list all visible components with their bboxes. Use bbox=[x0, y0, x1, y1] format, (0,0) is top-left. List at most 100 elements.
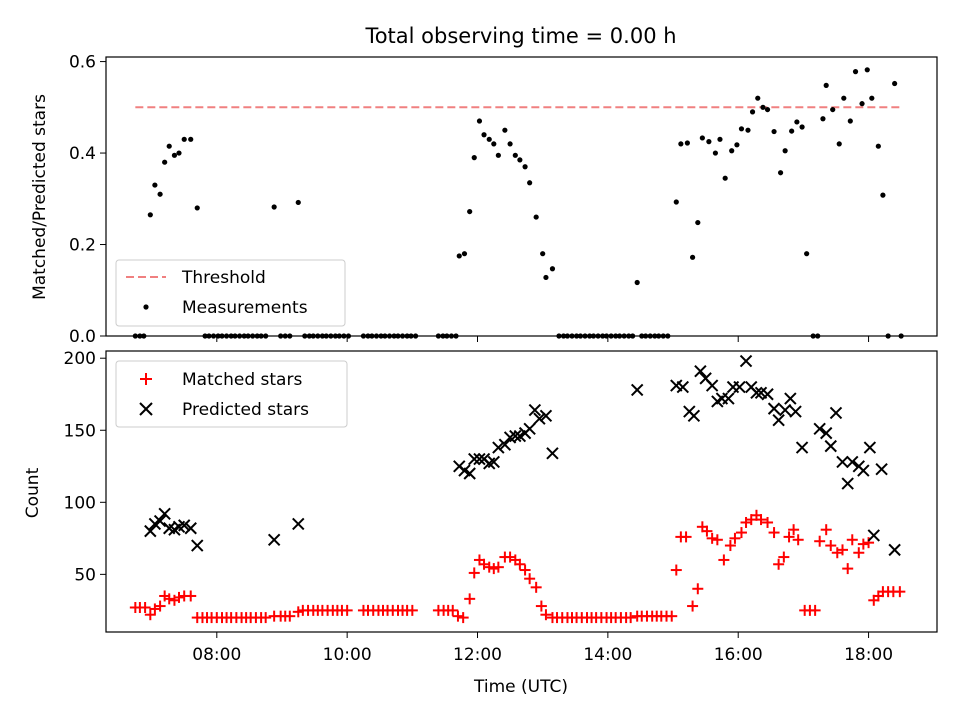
predicted-stars-point bbox=[468, 452, 481, 466]
measurements-point bbox=[852, 69, 859, 75]
predicted-stars-point bbox=[546, 447, 559, 460]
measurements-point bbox=[684, 140, 690, 146]
matched-stars-point bbox=[687, 600, 699, 612]
predicted-stars-point bbox=[694, 364, 707, 378]
matched-stars-point bbox=[724, 540, 736, 552]
predicted-stars-point bbox=[705, 379, 719, 392]
bottom-axes: 50 100 150 200 08:00 10:00 12:00 14:00 16:00 18:0… bbox=[64, 349, 894, 665]
measurements-point bbox=[782, 148, 788, 154]
measurements-point bbox=[634, 279, 640, 286]
measurements-point bbox=[841, 95, 847, 101]
chart-title: Total observing time = 0.00 h bbox=[364, 24, 676, 48]
measurements-point bbox=[486, 136, 492, 142]
bottom-legend: Matched stars Predicted stars bbox=[115, 360, 348, 428]
top-legend: Threshold Measurements bbox=[115, 259, 346, 327]
predicted-stars-point bbox=[813, 422, 826, 436]
matched-stars-point bbox=[284, 610, 296, 622]
measurements-point bbox=[549, 266, 556, 272]
measurements-point bbox=[162, 159, 168, 165]
top-y-tick-label: 0.4 bbox=[69, 144, 96, 164]
matched-stars-point bbox=[680, 531, 692, 543]
measurements-point bbox=[188, 136, 194, 142]
matched-stars-point bbox=[809, 604, 821, 616]
legend-threshold-label: Threshold bbox=[181, 268, 266, 288]
measurements-point bbox=[749, 109, 756, 115]
matched-stars-point bbox=[540, 609, 552, 621]
bottom-panel-frame bbox=[105, 350, 938, 633]
measurements-point bbox=[157, 191, 163, 197]
predicted-stars-point bbox=[533, 412, 546, 425]
predicted-stars-point bbox=[144, 524, 157, 538]
bottom-x-tick-label: 12:00 bbox=[453, 645, 502, 665]
measurements-point bbox=[467, 208, 473, 215]
measurements-point bbox=[476, 118, 483, 124]
matched-stars-point bbox=[163, 593, 175, 605]
predicted-stars-point bbox=[888, 543, 901, 557]
matched-stars-point bbox=[792, 534, 804, 546]
matched-stars-point bbox=[535, 600, 547, 612]
bottom-y-tick-label: 200 bbox=[64, 349, 96, 369]
predicted-stars-point bbox=[857, 464, 870, 477]
matched-stars-point bbox=[260, 612, 272, 624]
predicted-stars-point bbox=[761, 388, 774, 401]
matched-stars-point bbox=[447, 604, 459, 616]
measurements-point bbox=[543, 274, 549, 281]
predicted-stars-point bbox=[846, 455, 859, 469]
measurements-point bbox=[869, 95, 875, 101]
measurements-point bbox=[527, 180, 533, 186]
predicted-stars-point bbox=[492, 441, 505, 454]
bottom-y-tick-label: 50 bbox=[74, 565, 96, 585]
predicted-stars-point bbox=[463, 467, 476, 480]
predicted-stars-point bbox=[836, 455, 849, 469]
predicted-stars-point bbox=[795, 441, 809, 454]
predicted-stars-point bbox=[750, 386, 763, 399]
predicted-stars-point bbox=[739, 354, 753, 368]
measurements-point bbox=[738, 126, 745, 132]
measurements-point bbox=[495, 152, 501, 158]
matched-stars-point bbox=[341, 604, 353, 616]
bottom-panel: Count Time (UTC) 50 100 150 200 08:00 10:00 12… bbox=[23, 349, 938, 697]
measurements-point bbox=[461, 251, 468, 257]
matched-stars-point bbox=[492, 561, 504, 573]
measurements-point bbox=[673, 199, 679, 205]
measurements-point bbox=[823, 82, 829, 88]
predicted-stars-point bbox=[863, 441, 877, 454]
measurements-point bbox=[706, 139, 712, 145]
measurements-point bbox=[830, 106, 836, 113]
top-y-axis-label: Matched/Predicted stars bbox=[30, 94, 50, 300]
measurements-point bbox=[712, 150, 719, 156]
predicted-stars-point bbox=[158, 507, 171, 521]
matched-stars-point bbox=[530, 581, 542, 593]
predicted-stars-point bbox=[829, 406, 843, 420]
predicted-stars-point bbox=[523, 422, 536, 436]
predicted-stars-point bbox=[539, 409, 553, 423]
predicted-stars-point bbox=[722, 392, 735, 405]
matched-stars-point bbox=[788, 524, 800, 536]
measurements-point bbox=[760, 104, 766, 110]
bottom-y-axis-label: Count bbox=[23, 467, 43, 518]
measurements-point bbox=[166, 143, 172, 149]
matched-stars-point bbox=[154, 600, 166, 612]
matched-stars-point bbox=[706, 532, 718, 544]
legend-measurements-swatch bbox=[143, 304, 149, 310]
bottom-plot-area bbox=[129, 354, 906, 624]
bottom-x-tick-label: 10:00 bbox=[323, 645, 372, 665]
measurements-point bbox=[171, 152, 178, 158]
measurements-point bbox=[836, 141, 842, 147]
predicted-stars-point bbox=[487, 455, 501, 469]
measurements-point bbox=[540, 251, 546, 257]
matched-stars-point bbox=[524, 573, 536, 585]
matched-stars-point bbox=[670, 564, 682, 576]
predicted-stars-point bbox=[767, 402, 781, 415]
measurements-point bbox=[295, 199, 301, 206]
measurements-point bbox=[176, 150, 182, 156]
matched-stars-point bbox=[692, 583, 704, 595]
measurements-point bbox=[517, 157, 523, 163]
predicted-stars-point bbox=[509, 429, 522, 443]
top-legend-box bbox=[115, 259, 346, 327]
matched-stars-point bbox=[701, 525, 713, 537]
matched-stars-point bbox=[857, 538, 869, 550]
predicted-stars-point bbox=[819, 426, 833, 440]
predicted-stars-point bbox=[867, 529, 880, 542]
